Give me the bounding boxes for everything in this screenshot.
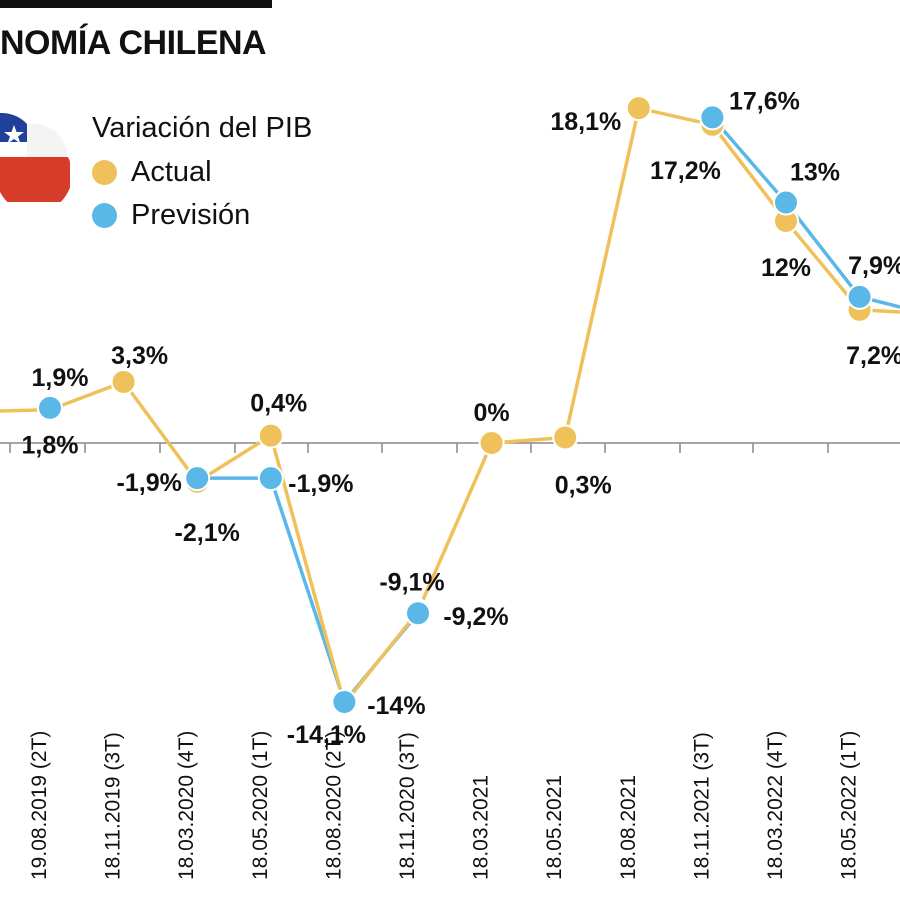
actual-data-label-4: -14,1% [287, 721, 366, 749]
x-tick-label-3: 18.05.2020 (1T) [249, 731, 272, 880]
prevision-point-4 [331, 689, 358, 715]
prevision-point-5 [405, 600, 431, 627]
actual-data-label-6: 0% [474, 399, 510, 427]
actual-data-label-11: 7,2% [846, 342, 900, 370]
actual-point-1 [110, 368, 137, 395]
legend-title: Variación del PIB [92, 112, 313, 144]
actual-data-label-5: -9,1% [379, 568, 444, 596]
legend-label-prevision: Previsión [131, 199, 251, 231]
prevision-point-2 [184, 465, 211, 492]
x-tick-label-0: 19.08.2019 (2T) [28, 731, 51, 880]
chile-flag-icon [0, 112, 73, 213]
legend: Variación del PIB Actual Previsión [92, 112, 312, 237]
prevision-data-label-4: -14% [367, 692, 425, 720]
x-tick-label-10: 18.03.2022 (4T) [764, 731, 787, 880]
x-tick-label-1: 18.11.2019 (3T) [102, 732, 125, 880]
actual-point-8 [625, 95, 652, 122]
actual-point-6 [478, 430, 505, 456]
chart-title: NOMÍA CHILENA [0, 24, 267, 62]
prevision-data-label-9: 17,6% [729, 87, 800, 115]
title-rule [0, 0, 272, 8]
actual-point-7 [552, 424, 579, 451]
prevision-point-11 [846, 283, 873, 310]
x-tick-label-9: 18.11.2021 (3T) [690, 732, 713, 880]
prevision-point-0 [37, 394, 63, 421]
legend-swatch-prevision [92, 203, 117, 228]
actual-line-0 [49, 106, 861, 706]
prevision-data-label-5: -9,2% [443, 603, 508, 631]
actual-point-3 [257, 422, 284, 449]
prevision-data-label-10: 13% [790, 159, 840, 187]
prevision-data-label-3: -1,9% [288, 470, 353, 498]
actual-data-label-1: 3,3% [111, 342, 168, 370]
prevision-point-3 [257, 465, 284, 492]
actual-data-label-9: 17,2% [650, 157, 721, 185]
actual-data-label-7: 0,3% [555, 471, 612, 499]
actual-data-label-8: 18,1% [550, 108, 621, 136]
x-tick-label-11: 18.05.2022 (1T) [838, 731, 861, 880]
x-tick-label-5: 18.11.2020 (3T) [396, 732, 419, 880]
x-tick-label-4: 18.08.2020 (2T) [322, 731, 345, 880]
x-tick-label-8: 18.08.2021 [617, 775, 640, 880]
prevision-point-9 [699, 104, 726, 131]
x-tick-label-2: 18.03.2020 (4T) [175, 731, 198, 880]
prevision-data-label-0: 1,9% [32, 364, 89, 392]
x-tick-label-6: 18.03.2021 [470, 775, 493, 880]
prevision-point-10 [773, 189, 799, 216]
x-tick-label-7: 18.05.2021 [543, 775, 566, 880]
actual-data-label-10: 12% [761, 254, 811, 282]
prevision-data-label-2: -1,9% [117, 469, 182, 497]
legend-label-actual: Actual [131, 156, 212, 188]
legend-item-actual: Actual [92, 151, 312, 194]
prevision-data-label-11: 7,9% [848, 252, 900, 280]
actual-data-label-3: 0,4% [250, 390, 307, 418]
actual-data-label-2: -2,1% [175, 519, 240, 547]
legend-item-prevision: Previsión [92, 194, 312, 237]
legend-swatch-actual [92, 160, 117, 185]
actual-data-label-0: 1,8% [22, 432, 79, 460]
